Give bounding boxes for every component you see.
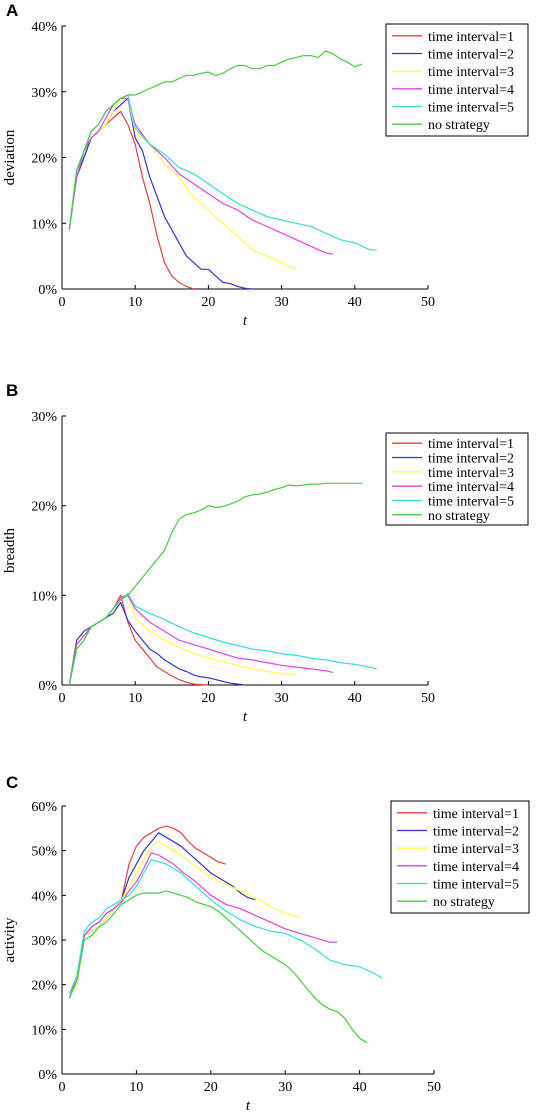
panel-label: B	[6, 381, 18, 400]
series-line-time-interval-5	[68, 94, 377, 251]
legend-entry: time interval=2	[433, 825, 519, 840]
x-tick-label: 50	[427, 1080, 441, 1095]
series-line-time-interval-4	[68, 97, 333, 255]
y-tick-label: 30%	[31, 410, 57, 425]
y-tick-label: 20%	[31, 500, 57, 515]
x-tick-label: 10	[128, 691, 142, 706]
x-tick-label: 0	[59, 295, 66, 310]
y-tick-label: 0%	[38, 679, 57, 694]
series-line-time-interval-5	[68, 592, 377, 686]
x-tick-label: 30	[275, 691, 289, 706]
y-tick-label: 40%	[31, 889, 57, 904]
series-line-no-strategy	[68, 890, 368, 1044]
legend-entry: time interval=5	[428, 495, 514, 510]
x-tick-label: 50	[421, 295, 435, 310]
legend-entry: time interval=1	[428, 437, 514, 452]
legend-box	[385, 23, 529, 137]
x-tick-label: 30	[275, 295, 289, 310]
chart-panel-a: A 0 10 20 30 40 50 0% 10% 20% 30% 40% t deviation time…	[2, 1, 529, 329]
legend-entry: time interval=2	[428, 48, 514, 63]
series-line-no-strategy	[68, 50, 363, 230]
legend-entry: time interval=3	[433, 842, 519, 857]
y-tick-label: 30%	[31, 934, 57, 949]
series-line-time-interval-4	[68, 852, 338, 994]
x-axis-title: t	[246, 1098, 251, 1114]
y-tick-label: 30%	[31, 86, 57, 101]
y-axis-title: deviation	[2, 129, 18, 185]
legend-entry: no strategy	[428, 118, 490, 133]
legend-entry: time interval=5	[428, 101, 514, 116]
x-tick-label: 40	[348, 295, 362, 310]
y-axis-title: activity	[2, 917, 18, 962]
legend-entry: time interval=3	[428, 466, 514, 481]
x-tick-label: 40	[348, 691, 362, 706]
legend-entry: time interval=4	[428, 83, 514, 98]
y-tick-label: 20%	[31, 979, 57, 994]
x-axis-title: t	[243, 709, 248, 725]
x-tick-label: 50	[421, 691, 435, 706]
panel-label: A	[6, 1, 18, 20]
x-tick-label: 20	[204, 1080, 218, 1095]
legend: time interval=1 time interval=2 time inter…	[385, 23, 529, 137]
legend-entry: time interval=4	[428, 480, 514, 495]
y-tick-label: 0%	[38, 1068, 57, 1083]
panel-label: C	[6, 773, 18, 792]
legend-entry: time interval=4	[433, 860, 519, 875]
legend-entry: time interval=5	[433, 878, 519, 893]
series-line-time-interval-3	[68, 97, 297, 270]
series-line-time-interval-4	[68, 594, 333, 686]
x-tick-label: 20	[201, 691, 215, 706]
legend-entry: time interval=1	[433, 807, 519, 822]
x-tick-label: 0	[59, 1080, 66, 1095]
x-tick-label: 30	[278, 1080, 292, 1095]
y-tick-label: 20%	[31, 152, 57, 167]
x-tick-label: 20	[201, 295, 215, 310]
x-tick-label: 40	[353, 1080, 367, 1095]
legend-entry: time interval=2	[428, 452, 514, 467]
x-tick-label: 0	[59, 691, 66, 706]
y-tick-label: 10%	[31, 1023, 57, 1038]
y-tick-label: 0%	[38, 283, 57, 298]
legend-entry: time interval=1	[428, 30, 514, 45]
x-tick-label: 10	[128, 295, 142, 310]
y-tick-label: 10%	[31, 589, 57, 604]
legend-box	[390, 800, 530, 914]
legend-entry: time interval=3	[428, 65, 514, 80]
y-tick-label: 50%	[31, 845, 57, 860]
series-line-no-strategy	[68, 482, 363, 686]
series-line-time-interval-2	[68, 601, 246, 686]
legend-entry: no strategy	[433, 895, 495, 910]
y-tick-label: 60%	[31, 800, 57, 815]
chart-panel-b: B 0 10 20 30 40 50 0% 10% 20% 30% t breadth time inte…	[2, 381, 529, 725]
legend-box	[385, 432, 529, 526]
x-axis-title: t	[243, 313, 248, 329]
series-line-time-interval-3	[68, 594, 297, 686]
y-tick-label: 10%	[31, 217, 57, 232]
y-axis-title: breadth	[2, 528, 18, 573]
legend-entry: no strategy	[428, 509, 490, 524]
chart-panel-c: C 0 10 20 30 40 50 0% 10% 20% 30% 40% 50% 60% t activit…	[2, 773, 530, 1114]
y-tick-label: 40%	[31, 20, 57, 35]
series-line-time-interval-1	[68, 110, 194, 290]
series-line-time-interval-3	[68, 841, 301, 994]
x-tick-label: 10	[129, 1080, 143, 1095]
series-line-time-interval-5	[68, 858, 383, 994]
legend: time interval=1 time interval=2 time inter…	[390, 800, 530, 914]
